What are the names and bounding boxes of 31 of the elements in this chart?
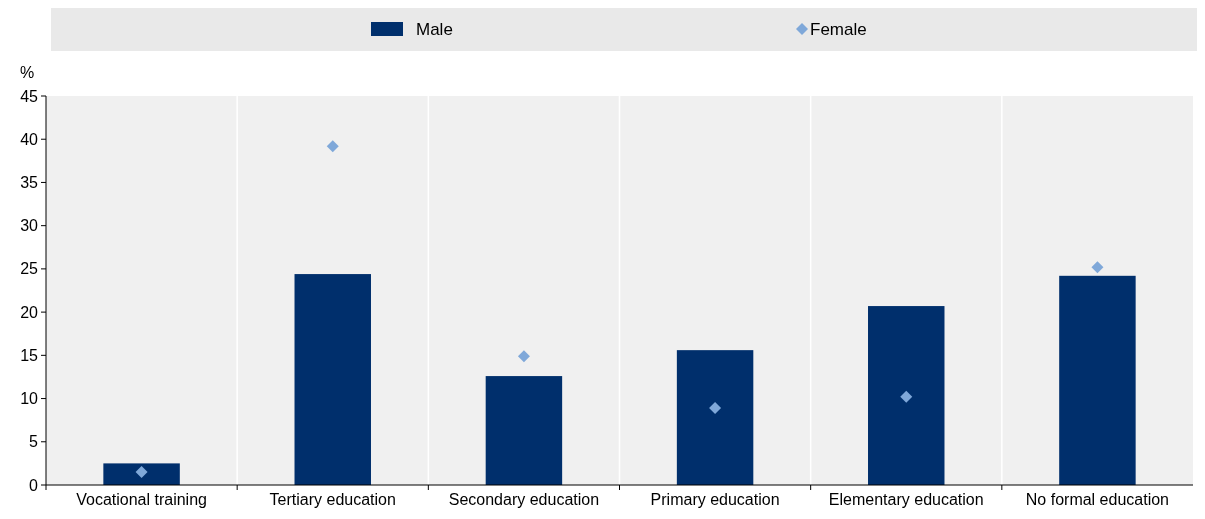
point [135,466,148,479]
point [1091,261,1104,274]
y-tick-label: 25 [20,260,39,278]
bar [103,463,180,485]
bar [868,306,945,485]
y-tick-label: 0 [29,476,39,494]
x-tick-label: Elementary education [828,491,984,508]
y-axis-title: % [20,64,35,81]
x-tick-label: No formal education [1025,491,1170,508]
point [326,140,339,153]
bar [1059,275,1136,485]
legend-label: Female [810,20,867,39]
x-tick-label: Secondary education [448,491,600,508]
y-tick-label: 45 [20,87,39,105]
x-tick-label: Primary education [650,491,780,508]
y-tick-label: 15 [20,346,39,364]
y-tick-label: 30 [20,217,39,235]
legend-label: Male [416,20,453,39]
bar [294,274,371,485]
y-tick-label: 35 [20,174,39,192]
x-tick-label: Tertiary education [269,491,396,508]
y-tick-label: 10 [20,390,39,408]
y-tick-label: 5 [29,433,39,451]
x-tick-label: Vocational training [76,491,207,508]
y-tick-label: 40 [20,130,39,148]
y-tick-label: 20 [20,303,39,321]
point [900,390,913,403]
bar [676,350,754,485]
point [709,402,722,415]
bar [485,376,563,485]
point [517,350,530,363]
